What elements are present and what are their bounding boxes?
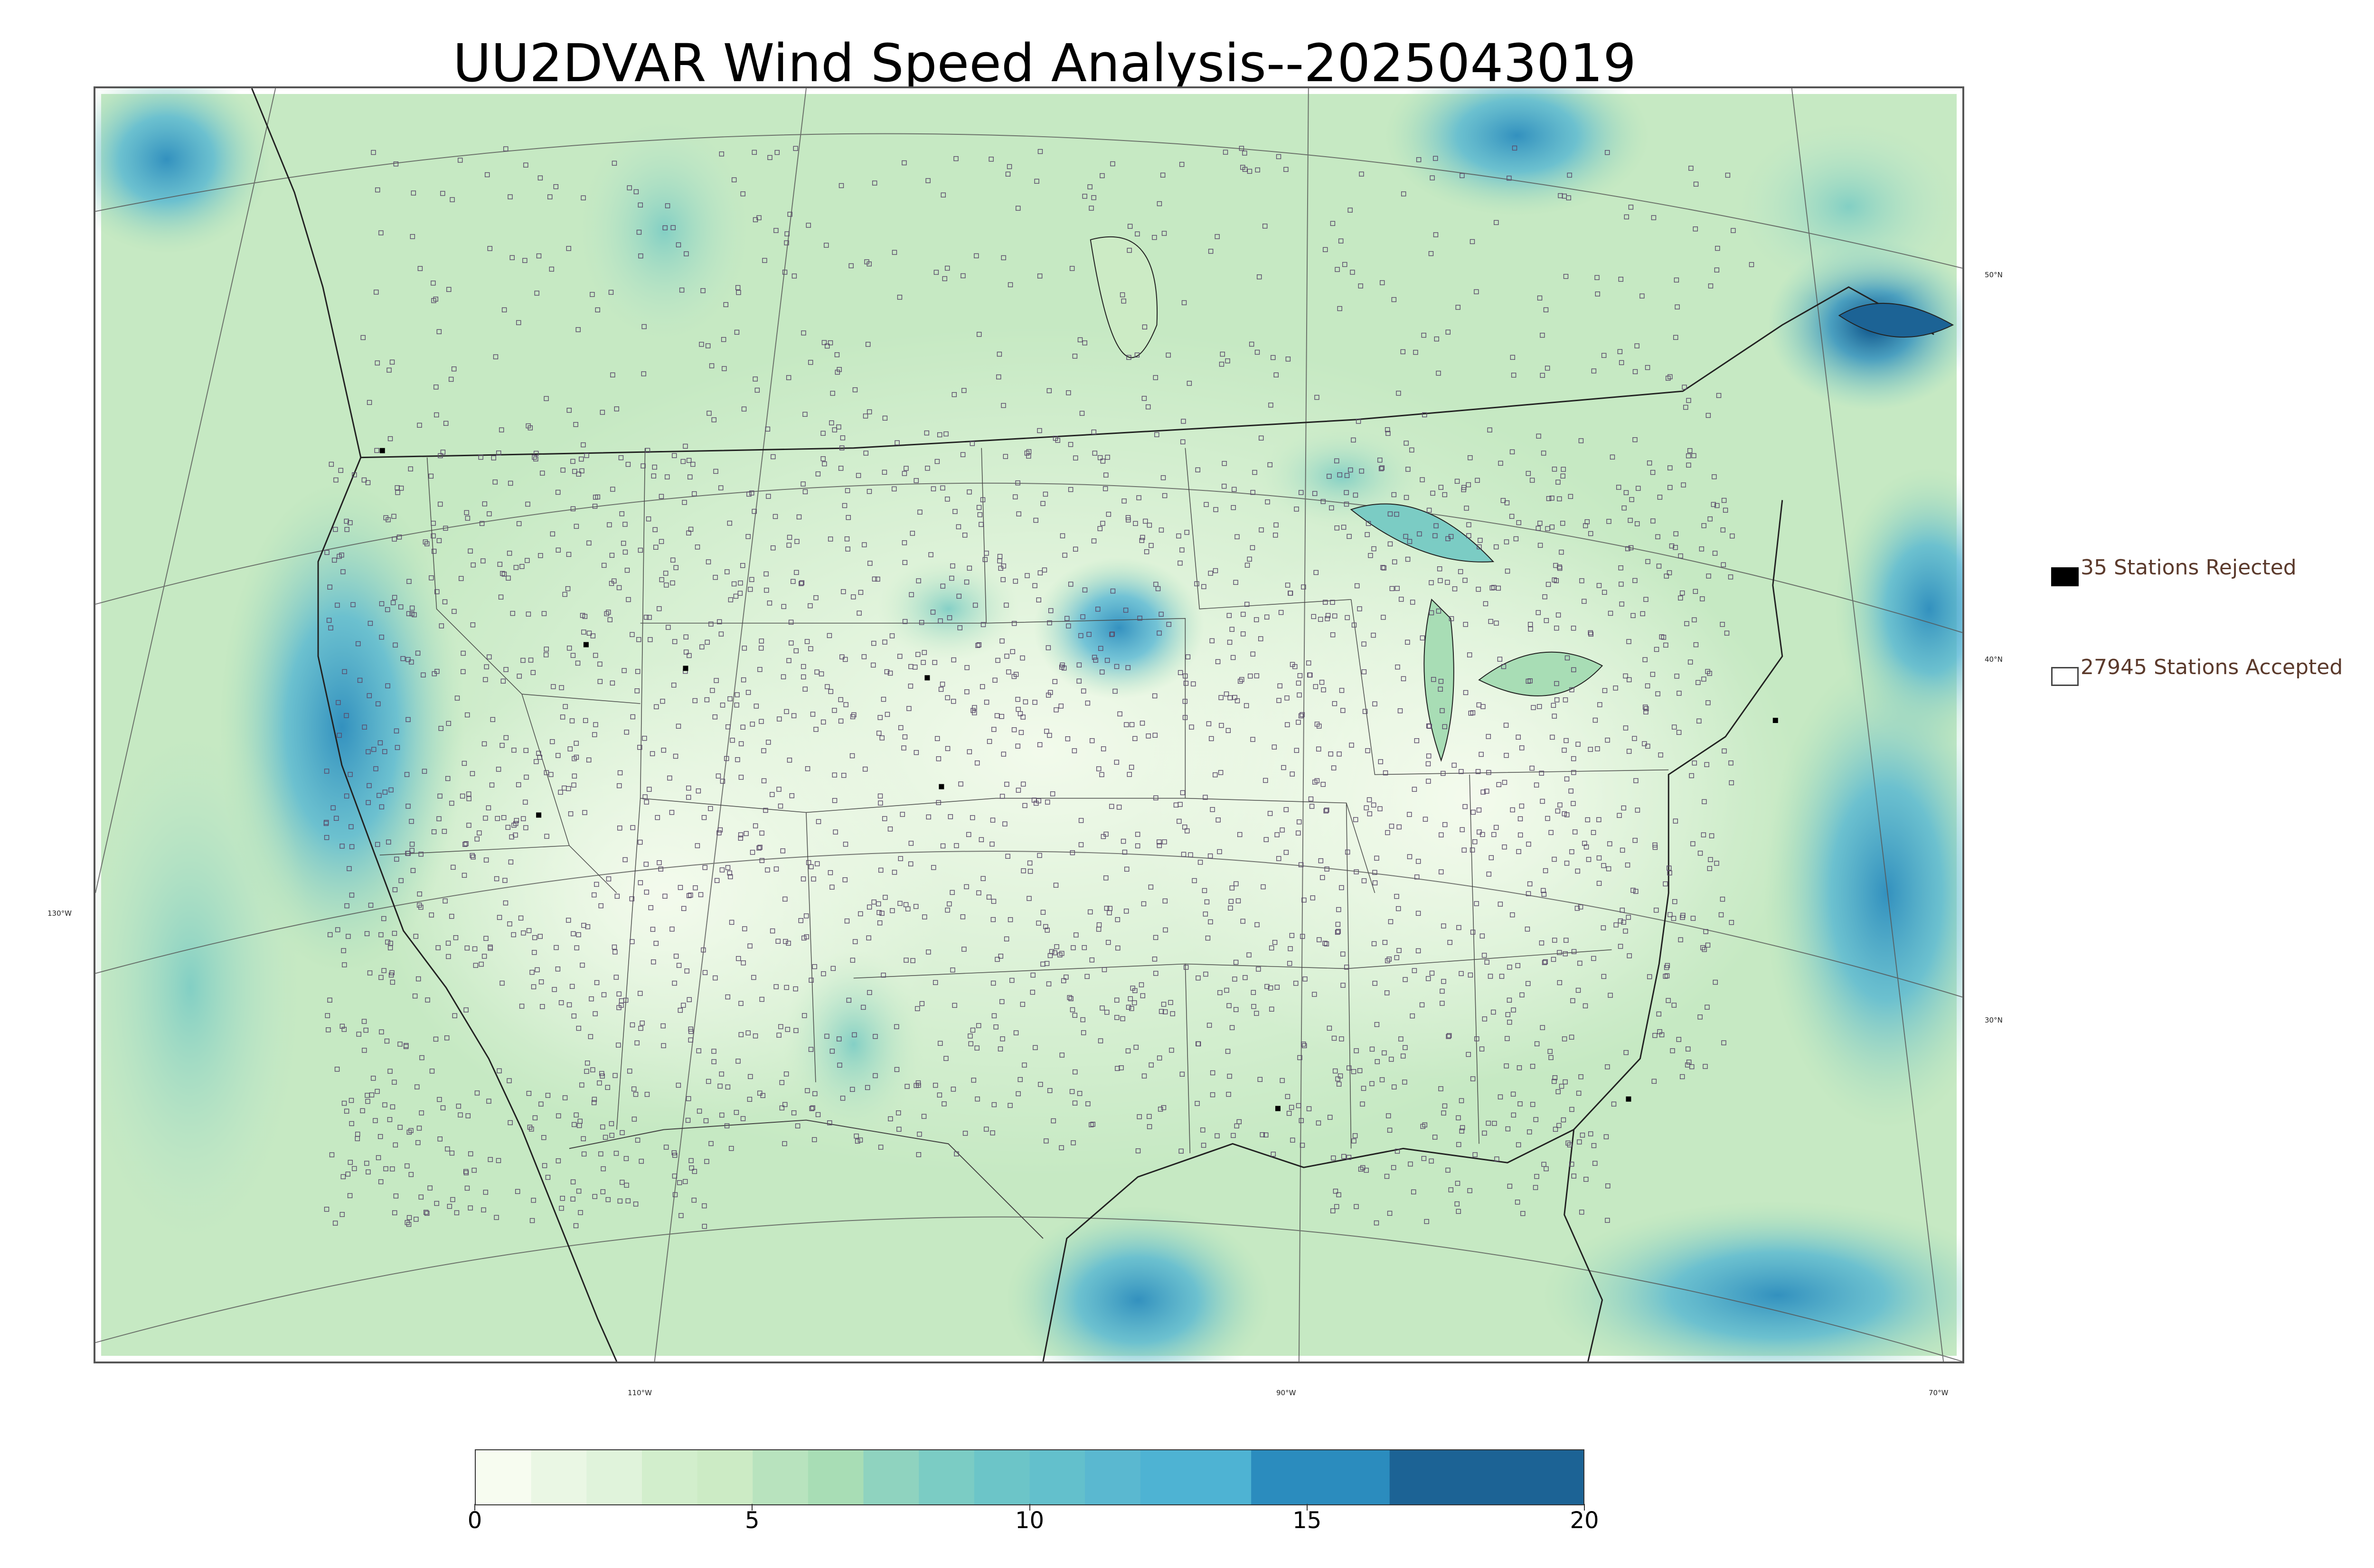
colorbar-level-6: [808, 1450, 864, 1504]
colorbar-level-9: [974, 1450, 1030, 1504]
colorbar-tick-3: [1306, 1504, 1308, 1511]
colorbar: [475, 1449, 1584, 1505]
colorbar-level-11: [1085, 1450, 1141, 1504]
lat-label-40n: 40°N: [1985, 655, 2003, 664]
colorbar-tick-0: [474, 1504, 475, 1511]
colorbar-level-1: [531, 1450, 587, 1504]
state-borders: [379, 448, 1669, 1154]
lat-label-30n: 30°N: [1985, 1016, 2003, 1024]
colorbar-level-3: [641, 1450, 698, 1504]
colorbar-level-0: [476, 1450, 532, 1504]
wind-speed-map: [94, 86, 1964, 1363]
colorbar-level-7: [863, 1450, 919, 1504]
rejected-swatch: [2051, 567, 2079, 586]
colorbar-level-4: [697, 1450, 753, 1504]
station-markers: [323, 145, 1778, 1229]
colorbar-levels: [476, 1450, 1583, 1504]
accepted-label: 27945 Stations Accepted: [2081, 655, 2343, 679]
lon-label-110w: 110°W: [628, 1389, 652, 1397]
wind-field: [95, 88, 1962, 1361]
colorbar-tick-1: [752, 1504, 753, 1511]
colorbar-level-8: [919, 1450, 975, 1504]
colorbar-level-12: [1140, 1450, 1252, 1504]
colorbar-tick-label-3: 15: [1292, 1507, 1322, 1534]
colorbar-tick-label-4: 20: [1570, 1507, 1599, 1534]
rejected-label: 35 Stations Rejected: [2081, 555, 2297, 580]
colorbar-tick-label-1: 5: [744, 1507, 760, 1534]
graticule: [95, 88, 1962, 1361]
colorbar-tick-2: [1029, 1504, 1030, 1511]
lon-label-90w: 90°W: [1276, 1389, 1296, 1397]
lon-label-130w: 130°W: [47, 909, 72, 918]
colorbar-level-5: [753, 1450, 809, 1504]
colorbar-tick-label-0: 0: [467, 1507, 482, 1534]
lat-label-50n: 50°N: [1985, 271, 2003, 279]
colorbar-tick-4: [1584, 1504, 1585, 1511]
accepted-swatch: [2051, 667, 2079, 686]
map-canvas: [95, 88, 1962, 1361]
colorbar-level-10: [1029, 1450, 1085, 1504]
lon-label-70w: 70°W: [1929, 1389, 1949, 1397]
map-title: UU2DVAR Wind Speed Analysis--2025043019: [452, 33, 1637, 94]
colorbar-level-14: [1389, 1450, 1583, 1504]
colorbar-level-2: [586, 1450, 642, 1504]
colorbar-level-13: [1251, 1450, 1390, 1504]
colorbar-tick-label-2: 10: [1015, 1507, 1045, 1534]
